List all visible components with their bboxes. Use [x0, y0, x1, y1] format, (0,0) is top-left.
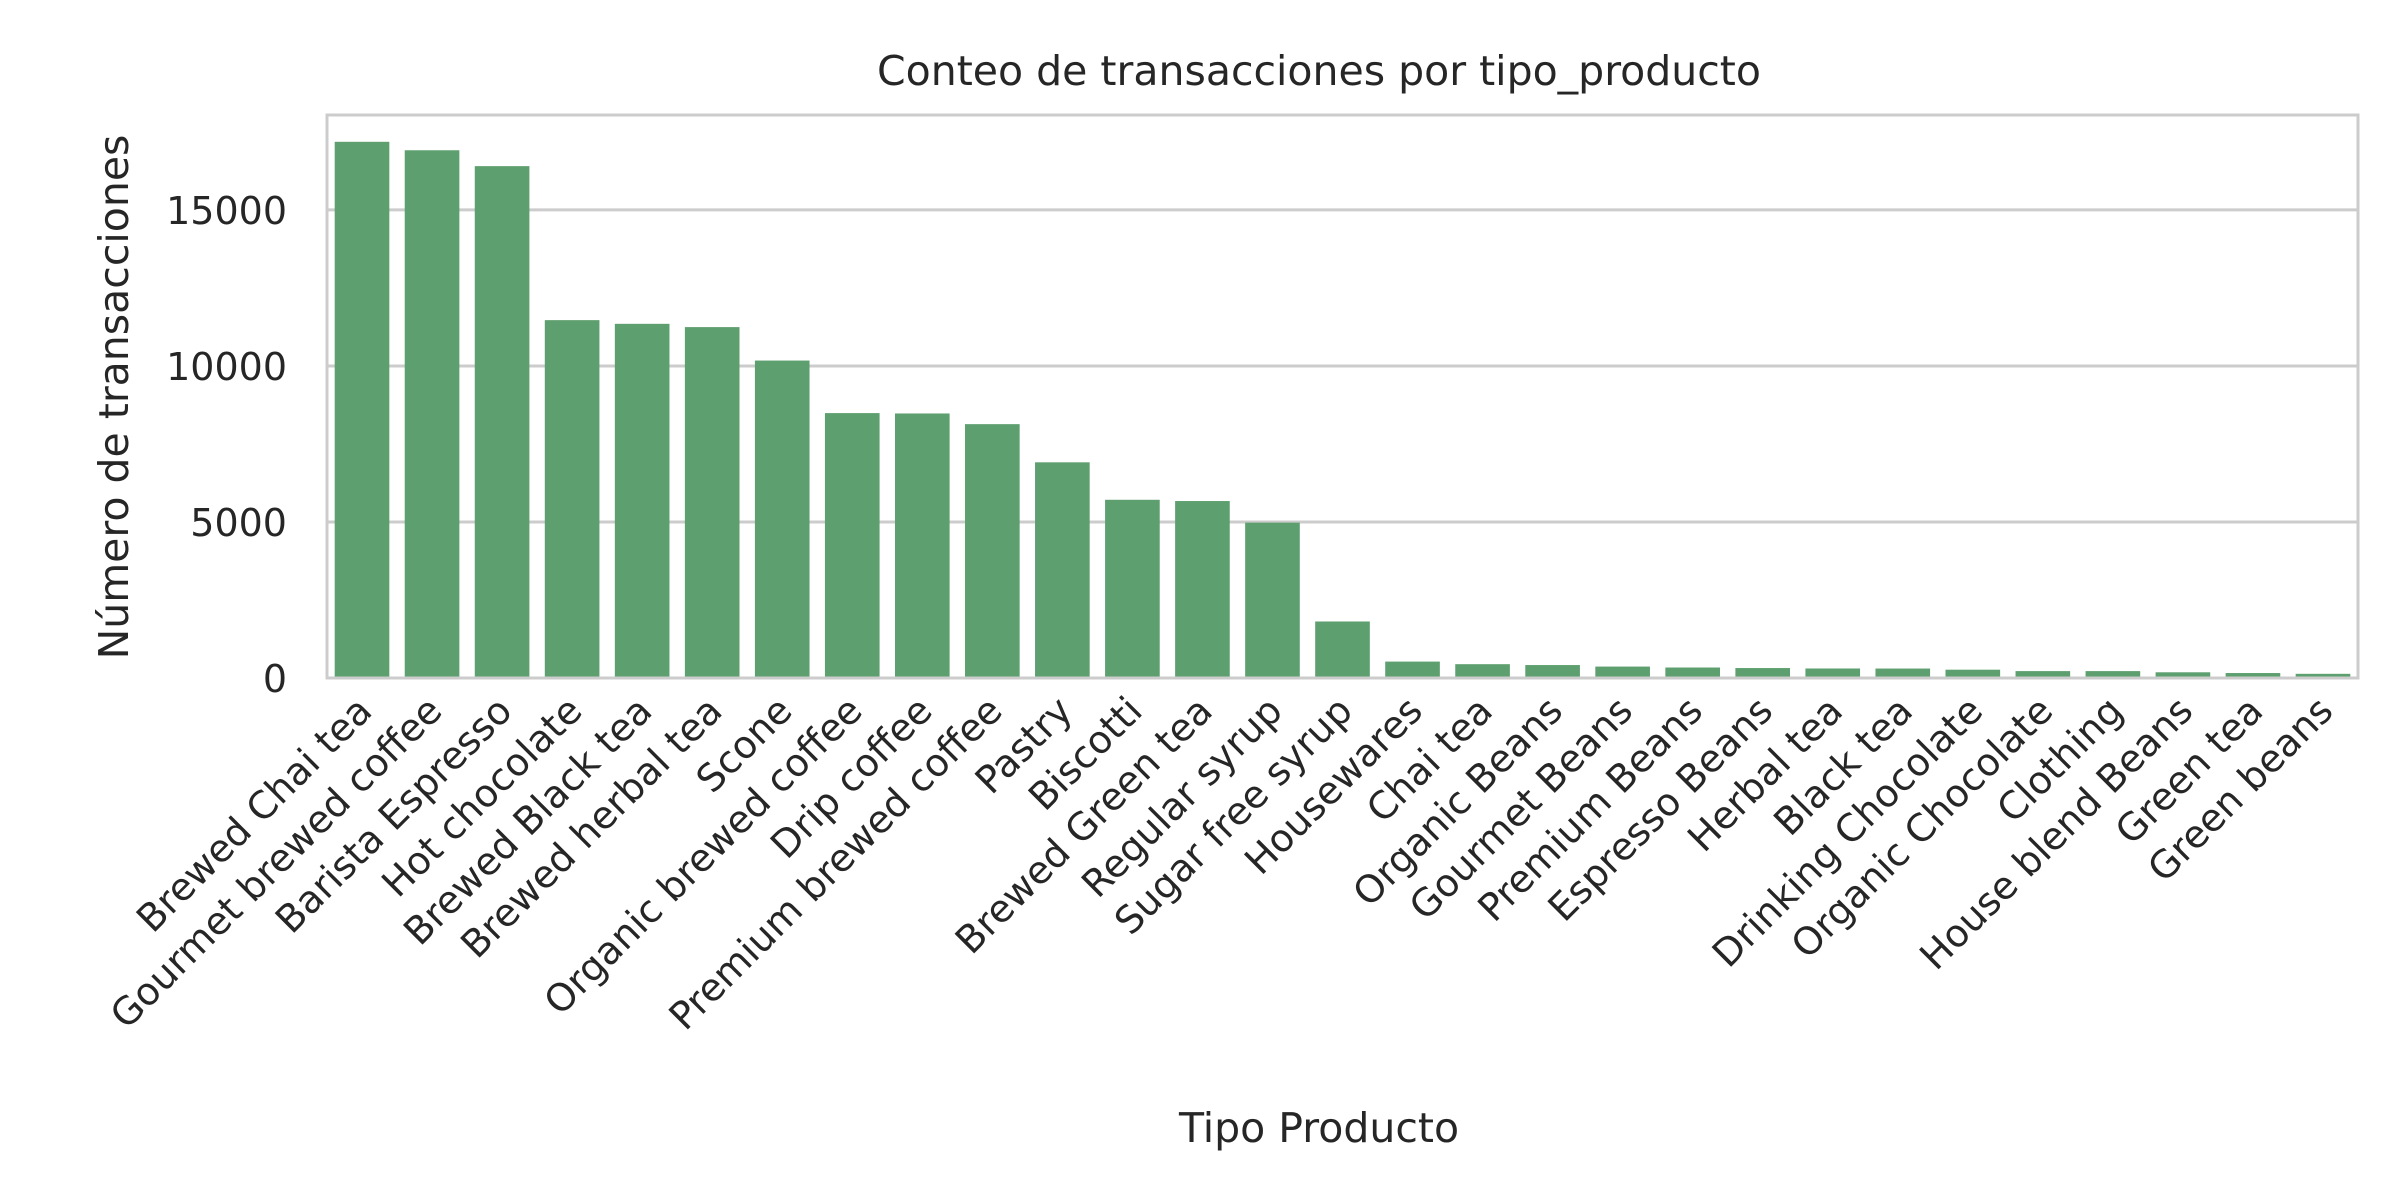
bar-barista-espresso — [474, 166, 530, 678]
bar-regular-syrup — [1245, 522, 1300, 678]
bar-house-blend-beans — [2155, 672, 2211, 678]
y-tick-labels: 0 5000 10000 15000 — [166, 189, 287, 701]
bar-premium-brewed-coffee — [965, 424, 1020, 678]
bar-brewed-green-tea — [1175, 501, 1230, 678]
bar-organic-chocolate — [2015, 671, 2071, 678]
bar-drip-coffee — [894, 413, 950, 678]
plot-frame — [325, 113, 2360, 680]
y-axis-label: Número de transacciones — [90, 135, 138, 660]
bar-biscotti — [1105, 499, 1160, 678]
y-tick-label: 5000 — [190, 501, 287, 545]
y-tick-label: 0 — [263, 657, 287, 701]
chart-title: Conteo de transacciones por tipo_product… — [877, 47, 1761, 95]
bar-clothing — [2085, 671, 2141, 678]
y-tick-label: 15000 — [166, 189, 287, 233]
bar-hot-chocolate — [544, 320, 600, 678]
bar-brewed-black-tea — [614, 323, 670, 678]
y-tick-label: 10000 — [166, 345, 287, 389]
bar-premium-beans — [1665, 667, 1720, 678]
bar-espresso-beans — [1735, 668, 1791, 678]
bar-black-tea — [1875, 668, 1931, 678]
bar-brewed-chai-tea — [334, 141, 390, 679]
bar-green-beans — [2295, 673, 2351, 678]
bar-gourmet-beans — [1595, 666, 1650, 678]
bar-sugar-free-syrup — [1315, 621, 1370, 678]
bar-drinking-chocolate — [1945, 669, 2001, 678]
x-axis-label: Tipo Producto — [1178, 1104, 1459, 1152]
bar-gourmet-brewed-coffee — [404, 150, 460, 679]
bar-green-tea — [2225, 673, 2281, 678]
bar-chai-tea — [1455, 664, 1510, 678]
bars — [334, 141, 2351, 679]
bar-scone — [754, 360, 810, 678]
bar-herbal-tea — [1805, 668, 1861, 678]
bar-brewed-herbal-tea — [684, 327, 740, 678]
bar-organic-brewed-coffee — [824, 413, 880, 678]
bar-housewares — [1385, 661, 1440, 678]
bar-pastry — [1035, 462, 1090, 678]
bar-organic-beans — [1525, 665, 1580, 678]
